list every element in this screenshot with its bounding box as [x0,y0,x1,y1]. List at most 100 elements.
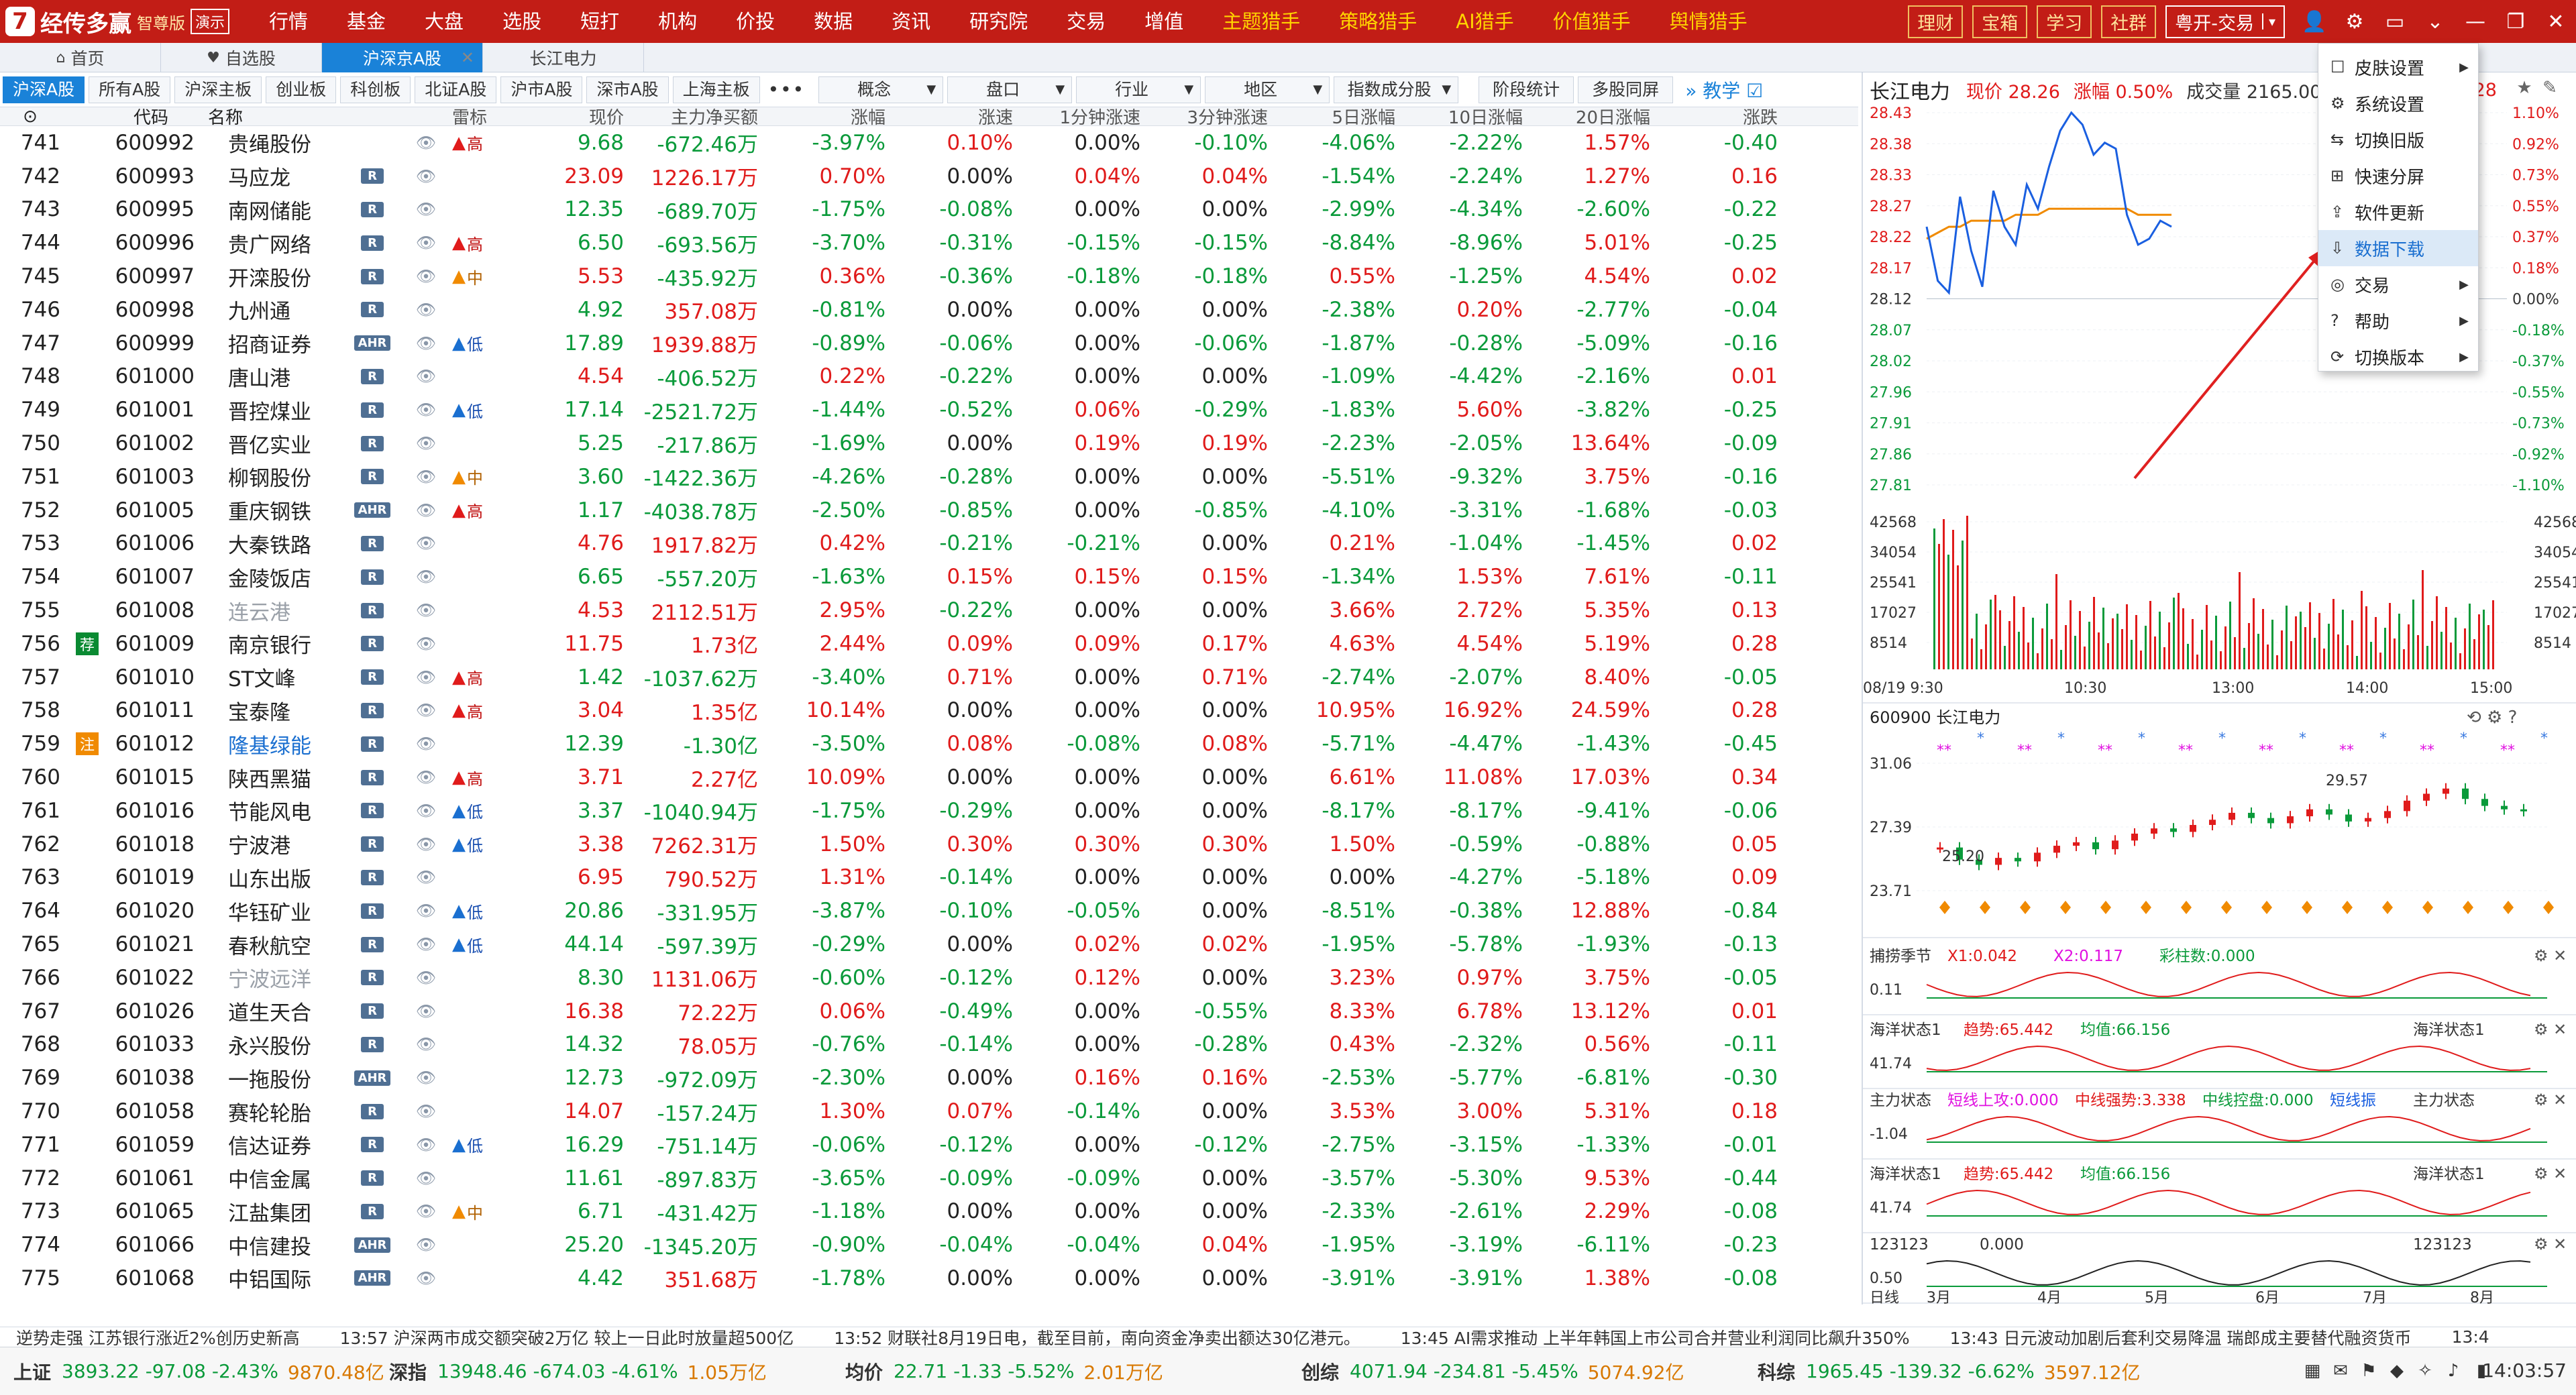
chevron-down-icon[interactable]: ⌄ [2426,9,2444,34]
menu-item[interactable]: ⊞ 快速分屏 [2318,158,2478,194]
stock-name[interactable]: 赛轮轮胎 [228,1101,311,1126]
main-nav-item[interactable]: 策略猎手 [1339,10,1417,33]
table-row[interactable]: 769 601038 一拖股份 AHR 👁 12.73 -972.09万 -2.30% 0.00… [0,1061,1858,1095]
eye-icon[interactable]: 👁 [415,667,437,687]
main-nav-item[interactable]: 研究院 [969,10,1028,33]
eye-icon[interactable]: 👁 [415,267,437,286]
chat-icon[interactable]: ✉ [2333,1361,2348,1381]
table-row[interactable]: 747 600999 招商证券 AHR 👁 ▲ 低 17.89 1939.88万 -0.89% -0… [0,327,1858,360]
eye-icon[interactable]: 👁 [415,200,437,219]
main-nav-item[interactable]: 主题猎手 [1222,10,1301,33]
eye-icon[interactable]: 👁 [415,467,437,486]
table-row[interactable]: 768 601033 永兴股份 R 👁 14.32 78.05万 -0.76% -0.14% 0.… [0,1028,1858,1062]
stock-name[interactable]: 晋亿实业 [228,433,311,458]
index-quote[interactable]: 科综 1965.45 -139.32 -6.62% 3597.12亿 [1744,1358,2200,1385]
eye-icon[interactable]: 👁 [415,935,437,954]
market-tab[interactable]: 沪市A股 [500,76,583,103]
multi-stock-button[interactable]: 多股同屏 [1578,76,1674,103]
ticker-item[interactable]: 13:52 财联社8月19日电，截至目前，南向资金净卖出额达30亿港元。 [834,1328,1360,1347]
table-row[interactable]: 743 600995 南网储能 R 👁 12.35 -689.70万 -1.75% -0.08%… [0,193,1858,227]
stock-name[interactable]: 信达证券 [228,1135,311,1160]
stock-name[interactable]: 江盐集团 [228,1201,311,1226]
teach-button[interactable]: » 教学 ☑ [1685,79,1764,102]
top-button-xuexi[interactable]: 学习 [2037,5,2092,38]
speaker-icon[interactable]: ♪ [2447,1361,2459,1381]
market-tab[interactable]: 深市A股 [586,76,669,103]
main-nav-item[interactable]: 选股 [502,10,542,33]
stock-name[interactable]: 隆基绿能 [228,734,311,759]
pencil-icon[interactable]: ✎ [2542,78,2557,98]
table-row[interactable]: 766 601022 宁波远洋 R 👁 8.30 1131.06万 -0.60% -0.12% 0… [0,961,1858,995]
table-row[interactable]: 760 601015 陕西黑猫 R 👁 ▲ 高 3.71 2.27亿 10.09% 0.00% 0.0… [0,761,1858,794]
col-header-name[interactable]: 名称 [208,108,244,125]
eye-icon[interactable]: 👁 [415,166,437,186]
stock-name[interactable]: 华钰矿业 [228,901,311,926]
stock-name[interactable]: 永兴股份 [228,1034,311,1059]
stock-name[interactable]: 陕西黑猫 [228,767,311,792]
stock-name[interactable]: 唐山港 [228,366,290,391]
market-tab[interactable]: 沪深A股 [3,76,85,103]
stock-name[interactable]: 开滦股份 [228,266,311,291]
table-row[interactable]: 756 荐 601009 南京银行 R 👁 11.75 1.73亿 2.44% 0.09% 0.09… [0,627,1858,661]
stock-name[interactable]: ST文峰 [228,667,296,692]
restore-icon[interactable]: ❐ [2506,9,2525,34]
menu-item[interactable]: ⇪ 软件更新 [2318,194,2478,230]
table-row[interactable]: 773 601065 江盐集团 R 👁 ▲ 中 6.71 -431.42万 -1.18% 0.00%… [0,1195,1858,1229]
page-tab[interactable]: ♥ 自选股 [161,43,322,72]
main-nav-item[interactable]: 增值 [1144,10,1184,33]
table-row[interactable]: 753 601006 大秦铁路 R 👁 4.76 1917.82万 0.42% -0.21% -0… [0,527,1858,561]
layout-icon[interactable]: ▭ [2385,9,2405,34]
table-row[interactable]: 744 600996 贵广网络 R 👁 ▲ 高 6.50 -693.56万 -3.70% -0.31… [0,226,1858,260]
eye-icon[interactable]: 👁 [415,1268,437,1288]
table-row[interactable]: 775 601068 中铝国际 AHR 👁 4.42 351.68万 -1.78% 0.00% 0… [0,1262,1858,1295]
col-header-chg[interactable]: 涨跌 [1742,108,1778,125]
table-row[interactable]: 767 601026 道生天合 R 👁 16.38 72.22万 0.06% -0.49% 0.0… [0,995,1858,1028]
stock-name[interactable]: 宝泰隆 [228,700,290,725]
eye-icon[interactable]: 👁 [415,901,437,921]
table-row[interactable]: 759 注 601012 隆基绿能 R 👁 12.39 -1.30亿 -3.50% 0.08% -0… [0,727,1858,761]
eye-icon[interactable]: 👁 [415,1068,437,1088]
menu-item[interactable]: ⇆ 切换旧版 [2318,121,2478,158]
main-nav-item[interactable]: 价投 [736,10,775,33]
filter-dropdown[interactable]: 概念 ▼ [818,76,944,103]
eye-icon[interactable]: 👁 [415,1168,437,1188]
col-header-10d[interactable]: 10日涨幅 [1448,108,1523,125]
market-tab[interactable]: 沪深主板 [174,76,262,103]
col-header-1m[interactable]: 1分钟涨速 [1059,108,1140,125]
eye-icon[interactable]: 👁 [415,367,437,386]
filter-dropdown[interactable]: 行业 ▼ [1076,76,1201,103]
stock-name[interactable]: 贵广网络 [228,233,311,258]
index-quote[interactable]: 创综 4071.94 -234.81 -5.45% 5074.92亿 [1288,1358,1744,1385]
gear-icon[interactable]: ⚙ [2345,9,2364,34]
eye-icon[interactable]: 👁 [415,534,437,553]
menu-item[interactable]: ⇩ 数据下载 [2318,230,2478,266]
close-icon[interactable]: ✕ [460,48,474,67]
eye-icon[interactable]: 👁 [415,133,437,152]
table-row[interactable]: 754 601007 金陵饭店 R 👁 6.65 -557.20万 -1.63% 0.15% 0.… [0,560,1858,594]
market-tab[interactable]: 科创板 [340,76,411,103]
table-row[interactable]: 758 601011 宝泰隆 R 👁 ▲ 高 3.04 1.35亿 10.14% 0.00% 0.00… [0,694,1858,728]
ticker-item[interactable]: 13:45 AI需求推动 上半年韩国上市公司合并营业利润同比飙升350% [1400,1328,1910,1347]
eye-icon[interactable]: 👁 [415,801,437,820]
main-nav-item[interactable]: 舆情猎手 [1669,10,1748,33]
table-row[interactable]: 752 601005 重庆钢铁 AHR 👁 ▲ 高 1.17 -4038.78万 -2.50% -0… [0,494,1858,527]
stock-name[interactable]: 宁波远洋 [228,968,311,993]
stock-name[interactable]: 连云港 [228,600,290,625]
stock-name[interactable]: 马应龙 [228,166,290,191]
grid-icon[interactable]: ▦ [2304,1361,2321,1381]
table-row[interactable]: 770 601058 赛轮轮胎 R 👁 14.07 -157.24万 1.30% 0.07% -0… [0,1095,1858,1128]
main-nav-item[interactable]: 价值猎手 [1552,10,1631,33]
eye-icon[interactable]: 👁 [415,1035,437,1054]
table-row[interactable]: 750 601002 晋亿实业 R 👁 5.25 -217.86万 -1.69% 0.00% 0.… [0,427,1858,460]
table-row[interactable]: 771 601059 信达证券 R 👁 ▲ 低 16.29 -751.14万 -0.06% -0.1… [0,1128,1858,1162]
table-row[interactable]: 751 601003 柳钢股份 R 👁 ▲ 中 3.60 -1422.36万 -4.26% -0.2… [0,460,1858,494]
main-nav-item[interactable]: AI猎手 [1456,10,1514,33]
eye-icon[interactable]: 👁 [415,834,437,854]
page-tab[interactable]: 沪深京A股 ✕ [322,43,483,72]
eye-icon[interactable]: 👁 [415,968,437,987]
close-icon[interactable]: ✕ [2547,9,2565,34]
stock-name[interactable]: 大秦铁路 [228,533,311,558]
star-icon[interactable]: ★ [2516,78,2532,98]
market-tab[interactable]: 北证A股 [415,76,497,103]
col-header-speed[interactable]: 涨速 [977,108,1013,125]
